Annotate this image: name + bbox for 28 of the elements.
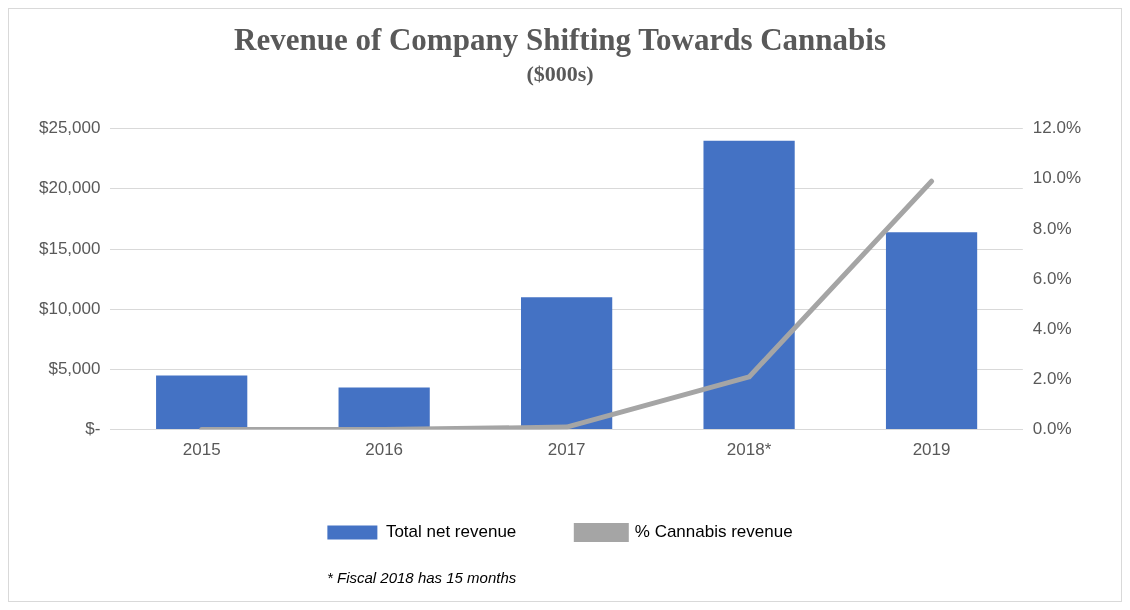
- y2-tick-label: 12.0%: [1032, 118, 1081, 138]
- chart-subtitle: ($000s): [526, 61, 594, 87]
- legend-label: % Cannabis revenue: [634, 522, 793, 542]
- x-tick-label: 2016: [365, 440, 404, 460]
- y2-tick-label: 10.0%: [1032, 168, 1081, 188]
- y2-tick-label: 4.0%: [1032, 318, 1072, 338]
- chart-title: Revenue of Company Shifting Towards Cannabis: [233, 21, 887, 57]
- y-tick-label: $10,000: [39, 298, 101, 318]
- bar: [338, 387, 430, 430]
- y2-tick-label: 2.0%: [1032, 369, 1072, 389]
- y2-tick-label: 6.0%: [1032, 268, 1072, 288]
- text: * Fiscal 2018 has 15 months: [327, 569, 517, 587]
- y-tick-label: $15,000: [39, 238, 101, 258]
- bar: [885, 232, 978, 430]
- x-tick-label: 2017: [547, 440, 586, 460]
- x-tick-label: 2019: [912, 440, 951, 460]
- x-tick-label: 2018*: [726, 440, 772, 460]
- y-tick-label: $25,000: [39, 118, 101, 138]
- y-tick-label: $5,000: [48, 359, 101, 379]
- bar: [156, 375, 248, 430]
- y2-tick-label: 8.0%: [1032, 218, 1072, 238]
- y2-tick-label: 0.0%: [1032, 419, 1072, 439]
- y-tick-label: $20,000: [39, 178, 101, 198]
- y-tick-label: $-: [85, 419, 101, 439]
- x-tick-label: 2015: [182, 440, 221, 460]
- legend-label: Total net revenue: [385, 522, 517, 542]
- bar: [703, 140, 795, 430]
- bar: [521, 297, 613, 430]
